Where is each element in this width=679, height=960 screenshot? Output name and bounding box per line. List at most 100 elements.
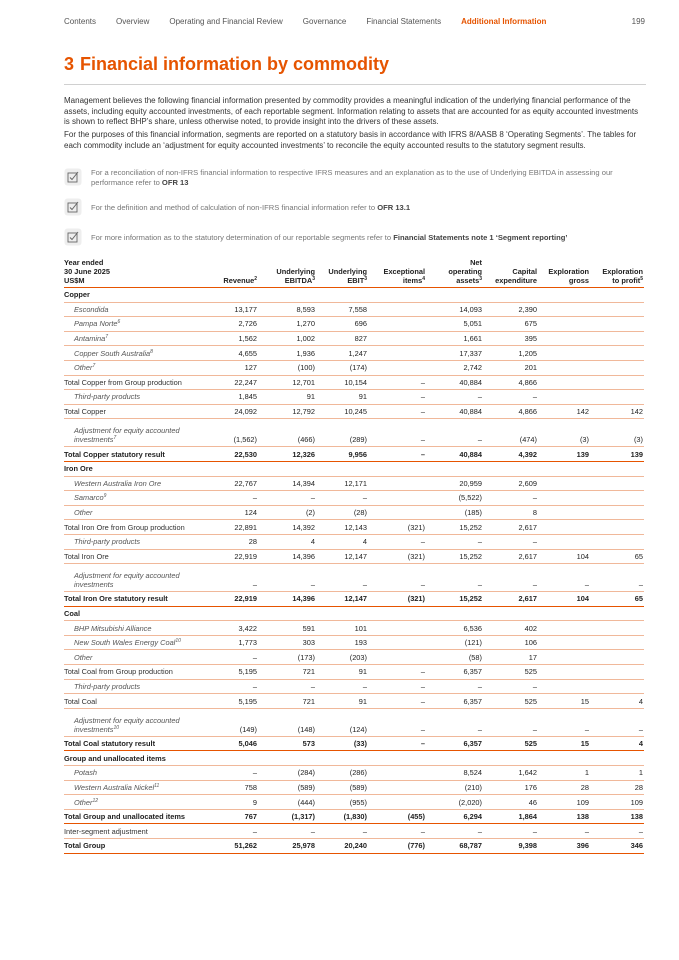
table-cell: 6,294 xyxy=(426,809,483,825)
table-row: Total Coal from Group production 5,195 721… xyxy=(64,664,644,680)
table-cell xyxy=(538,490,590,506)
table-row: Other7 127 (100) (174) 2,742 201 xyxy=(64,360,644,376)
table-cell: 5,195 xyxy=(200,693,258,709)
table-cell: – xyxy=(200,490,258,506)
table-row: Coal xyxy=(64,606,644,622)
table-cell: 696 xyxy=(316,316,368,332)
row-label: Antamina7 xyxy=(64,331,200,347)
table-cell: – xyxy=(538,708,590,737)
table-cell: 1,661 xyxy=(426,331,483,347)
table-cell: 525 xyxy=(483,736,538,752)
table-cell: 91 xyxy=(258,389,316,405)
table-cell: (28) xyxy=(316,505,368,521)
row-label-text: Total Copper xyxy=(64,407,106,417)
nav-item: Additional Information xyxy=(461,17,547,26)
table-cell: – xyxy=(483,534,538,550)
table-cell: 138 xyxy=(538,809,590,825)
table-cell xyxy=(426,606,483,622)
table-cell: 15,252 xyxy=(426,591,483,607)
table-cell: 28 xyxy=(538,780,590,796)
table-cell: (455) xyxy=(368,809,426,825)
table-row: Adjustment for equity accounted investme… xyxy=(64,563,644,593)
table-cell: 91 xyxy=(316,664,368,680)
table-cell: 15,252 xyxy=(426,519,483,535)
row-label: Third-party products xyxy=(64,389,200,405)
table-cell: (1,562) xyxy=(200,418,258,448)
table-cell: 6,536 xyxy=(426,620,483,636)
table-cell: 68,787 xyxy=(426,838,483,854)
table-cell: 65 xyxy=(590,591,644,607)
row-label-text: Inter-segment adjustment xyxy=(64,826,148,836)
table-cell xyxy=(590,331,644,347)
header-line: EBIT xyxy=(347,276,365,285)
table-cell: (589) xyxy=(258,780,316,796)
paragraph: Management believes the following financ… xyxy=(64,96,639,126)
heading: 3 Financial information by commodity xyxy=(64,54,389,75)
row-label-text: Copper South Australia xyxy=(74,348,151,358)
table-cell: 675 xyxy=(483,316,538,332)
row-label-text: Other xyxy=(74,363,93,373)
row-label-text: Total Coal from Group production xyxy=(64,667,173,677)
table-cell: (3) xyxy=(590,418,644,448)
table-cell: (1,830) xyxy=(316,809,368,825)
table-cell xyxy=(590,476,644,492)
table-cell xyxy=(258,287,316,303)
table-cell: 127 xyxy=(200,360,258,376)
table-cell xyxy=(590,287,644,303)
table-cell: 65 xyxy=(590,549,644,565)
table-row: Samarco9– – – (5,522) – xyxy=(64,490,644,506)
column-header: Exceptional items4 xyxy=(368,258,426,288)
row-label: Potash xyxy=(64,765,200,781)
table-cell xyxy=(538,331,590,347)
table-cell: 22,891 xyxy=(200,519,258,535)
nav-item: Operating and Financial Review xyxy=(169,17,283,26)
footnote-ref: 3 xyxy=(364,276,367,282)
table-cell: 1,642 xyxy=(483,765,538,781)
table-cell: 591 xyxy=(258,620,316,636)
row-label-text: Total Copper statutory result xyxy=(64,449,165,459)
table-cell: 12,147 xyxy=(316,591,368,607)
header-line: Exploration xyxy=(548,267,589,276)
header-row: Year ended 30 June 2025 US$M Revenue2 Underl… xyxy=(64,258,644,288)
row-label: Total Iron Ore xyxy=(64,549,200,565)
table-cell: – xyxy=(483,389,538,405)
table-cell: 1,247 xyxy=(316,345,368,361)
table-cell: 5,195 xyxy=(200,664,258,680)
footnote-ref: 9 xyxy=(103,493,107,500)
table-cell xyxy=(316,287,368,303)
footnote-ref: 7 xyxy=(92,363,96,370)
table-cell: 12,792 xyxy=(258,404,316,420)
table-cell: – xyxy=(483,563,538,593)
table-cell: – xyxy=(368,679,426,695)
table-cell: 139 xyxy=(538,446,590,462)
table-cell xyxy=(538,302,590,318)
footnote-ref: 5 xyxy=(640,276,643,282)
row-label: Total Iron Ore from Group production xyxy=(64,519,200,535)
table-cell xyxy=(368,606,426,622)
row-label: Copper South Australia8 xyxy=(64,345,200,361)
footnote-ref: 10 xyxy=(113,724,119,731)
table-cell xyxy=(538,606,590,622)
table-cell xyxy=(590,345,644,361)
row-label: Total Iron Ore statutory result xyxy=(64,591,200,607)
table-cell xyxy=(426,461,483,477)
table-cell: – xyxy=(590,708,644,737)
header-line: assets xyxy=(456,276,480,285)
row-label-text: Escondida xyxy=(74,304,109,314)
table-cell: (149) xyxy=(200,708,258,737)
table-cell: (100) xyxy=(258,360,316,376)
table-cell xyxy=(590,534,644,550)
row-label: Group and unallocated items xyxy=(64,750,200,767)
row-label-text: Total Copper from Group production xyxy=(64,377,182,387)
row-label: Total Copper from Group production xyxy=(64,375,200,391)
row-label: Total Coal from Group production xyxy=(64,664,200,680)
row-label-text: Adjustment for equity accounted investme… xyxy=(74,715,180,734)
table-cell: 40,884 xyxy=(426,375,483,391)
header-line: Revenue xyxy=(223,276,255,285)
row-label-text: Other xyxy=(74,797,93,807)
row-label: Samarco9 xyxy=(64,490,200,506)
table-cell: (289) xyxy=(316,418,368,448)
table-cell: 4 xyxy=(316,534,368,550)
table-cell: 201 xyxy=(483,360,538,376)
row-label: BHP Mitsubishi Alliance xyxy=(64,620,200,636)
